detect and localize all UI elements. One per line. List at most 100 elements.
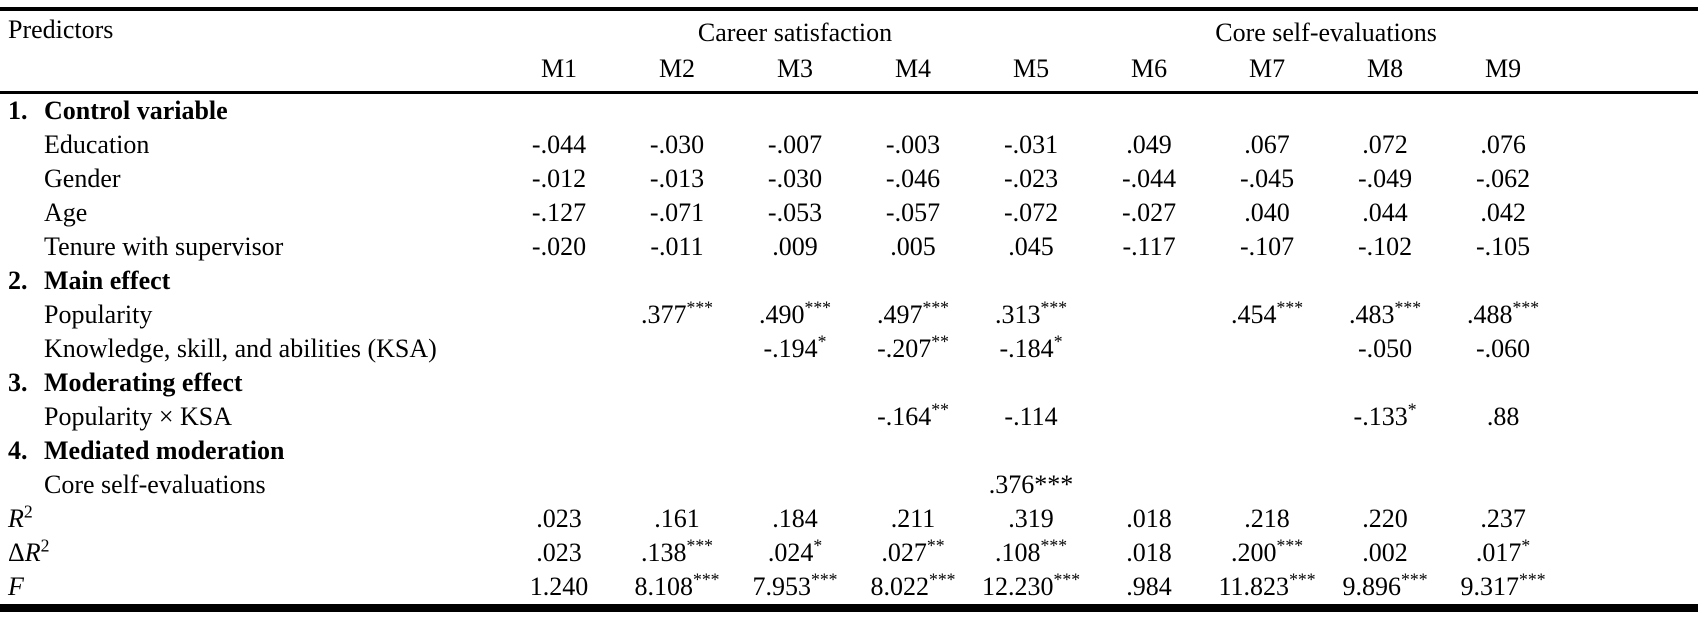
model-column-header-m2: M2 (658, 54, 696, 83)
cell-m3 (736, 93, 854, 129)
cell-m1 (500, 366, 618, 400)
cell-m6: -.027 (1121, 198, 1177, 227)
model-column-header-m4: M4 (894, 54, 932, 83)
cell-m8: .220 (1362, 504, 1408, 533)
cell-m8 (1326, 434, 1444, 468)
row-label-text: Popularity (44, 300, 153, 329)
cell-m6 (1090, 332, 1208, 366)
data-row: Age -.127 -.071 -.053 -.057 -.072 -.027 .040 .04… (0, 196, 1698, 230)
cell-m4: .027** (881, 535, 945, 567)
row-label: 2. Main effect (0, 264, 500, 298)
cell-m6 (1090, 468, 1208, 502)
cell-m6 (1090, 298, 1208, 332)
row-label: 4. Mediated moderation (0, 434, 500, 468)
stat-row: R2 .023 .161 .184 .211 .319 .018 .218 .220 .237 (0, 502, 1698, 536)
cell-m9: .237 (1480, 504, 1526, 533)
cell-m7: -.045 (1239, 164, 1295, 193)
cell-m1 (500, 298, 618, 332)
stat-row: ΔR2 .023 .138*** .024* .027** .108*** .018 .200… (0, 536, 1698, 570)
cell-m1 (500, 332, 618, 366)
cell-m5 (972, 366, 1090, 400)
row-spacer (1562, 434, 1698, 468)
cell-m3: -.194* (763, 331, 827, 363)
cell-m1: -.020 (531, 232, 587, 261)
cell-m2 (618, 468, 736, 502)
cell-m2: .377*** (640, 297, 713, 329)
row-spacer (1562, 400, 1698, 434)
cell-m6: .018 (1126, 538, 1172, 567)
group-header-row: Predictors Career satisfaction Core self… (0, 9, 1698, 51)
cell-m8: .483*** (1349, 297, 1422, 329)
cell-m8 (1326, 366, 1444, 400)
cell-m4: .211 (890, 504, 936, 533)
cell-m3: -.053 (767, 198, 823, 227)
model-column-header-m7: M7 (1248, 54, 1286, 83)
cell-m5: -.184* (999, 331, 1063, 363)
cell-m7: .067 (1244, 130, 1290, 159)
section-number: 2. (8, 266, 28, 295)
row-spacer (1562, 93, 1698, 129)
cell-m7 (1208, 332, 1326, 366)
row-spacer (1562, 366, 1698, 400)
model-column-header-m9: M9 (1485, 54, 1522, 83)
table-body: 1. Control variable Education -.044 -.030 -.0… (0, 93, 1698, 609)
row-label: Tenure with supervisor (0, 230, 500, 264)
row-label: Age (0, 196, 500, 230)
cell-m3: .184 (772, 504, 818, 533)
cell-m2 (618, 434, 736, 468)
cell-m4 (854, 434, 972, 468)
section-row: 2. Main effect (0, 264, 1698, 298)
cell-m7: -.107 (1239, 232, 1295, 261)
model-column-header-m6: M6 (1130, 54, 1168, 83)
data-row: Core self-evaluations .376*** (0, 468, 1698, 502)
cell-m7: .200*** (1231, 535, 1304, 567)
row-label-text: Core self-evaluations (44, 470, 266, 499)
cell-m9: .017* (1475, 535, 1531, 567)
cell-m3: .490*** (758, 297, 831, 329)
cell-m3: 7.953*** (752, 569, 838, 601)
data-row: Tenure with supervisor -.020 -.011 .009 .005… (0, 230, 1698, 264)
cell-m4: -.046 (885, 164, 941, 193)
cell-m4: -.164** (877, 399, 949, 431)
cell-m9: -.105 (1475, 232, 1531, 261)
row-spacer (1562, 298, 1698, 332)
row-label: Popularity × KSA (0, 400, 500, 434)
cell-m2 (618, 400, 736, 434)
row-label-text: Age (44, 198, 88, 227)
cell-m4: -.057 (885, 198, 941, 227)
cell-m9: -.062 (1475, 164, 1531, 193)
cell-m9: .076 (1480, 130, 1526, 159)
header-spacer (1562, 9, 1698, 93)
cell-m8: -.133* (1353, 399, 1417, 431)
cell-m6: .984 (1126, 572, 1172, 601)
cell-m7: .040 (1244, 198, 1290, 227)
row-label-text: Education (44, 130, 150, 159)
cell-m5: -.023 (1003, 164, 1059, 193)
model-column-header-m5: M5 (1012, 54, 1050, 83)
cell-m9 (1444, 93, 1562, 129)
cell-m6 (1090, 366, 1208, 400)
cell-m6: .049 (1126, 130, 1172, 159)
cell-m3: -.030 (767, 164, 823, 193)
cell-m7: .218 (1244, 504, 1290, 533)
row-label-text: Main effect (44, 266, 171, 295)
cell-m9: -.060 (1475, 334, 1531, 363)
cell-m5 (972, 434, 1090, 468)
cell-m8: -.050 (1357, 334, 1413, 363)
cell-m6 (1090, 434, 1208, 468)
cell-m5 (972, 264, 1090, 298)
cell-m5: .319 (1008, 504, 1054, 533)
cell-m7 (1208, 468, 1326, 502)
row-label-text: Mediated moderation (44, 436, 285, 465)
cell-m3 (736, 400, 854, 434)
row-label: Knowledge, skill, and abilities (KSA) (0, 332, 500, 366)
data-row: Knowledge, skill, and abilities (KSA) -.1… (0, 332, 1698, 366)
table-header: Predictors Career satisfaction Core self… (0, 9, 1698, 93)
row-spacer (1562, 468, 1698, 502)
row-label-text: Control variable (44, 96, 228, 125)
section-number: 4. (8, 436, 28, 465)
cell-m1: -.127 (531, 198, 587, 227)
model-column-header-m8: M8 (1366, 54, 1404, 83)
cell-m7: .454*** (1231, 297, 1304, 329)
cell-m8: -.049 (1357, 164, 1413, 193)
